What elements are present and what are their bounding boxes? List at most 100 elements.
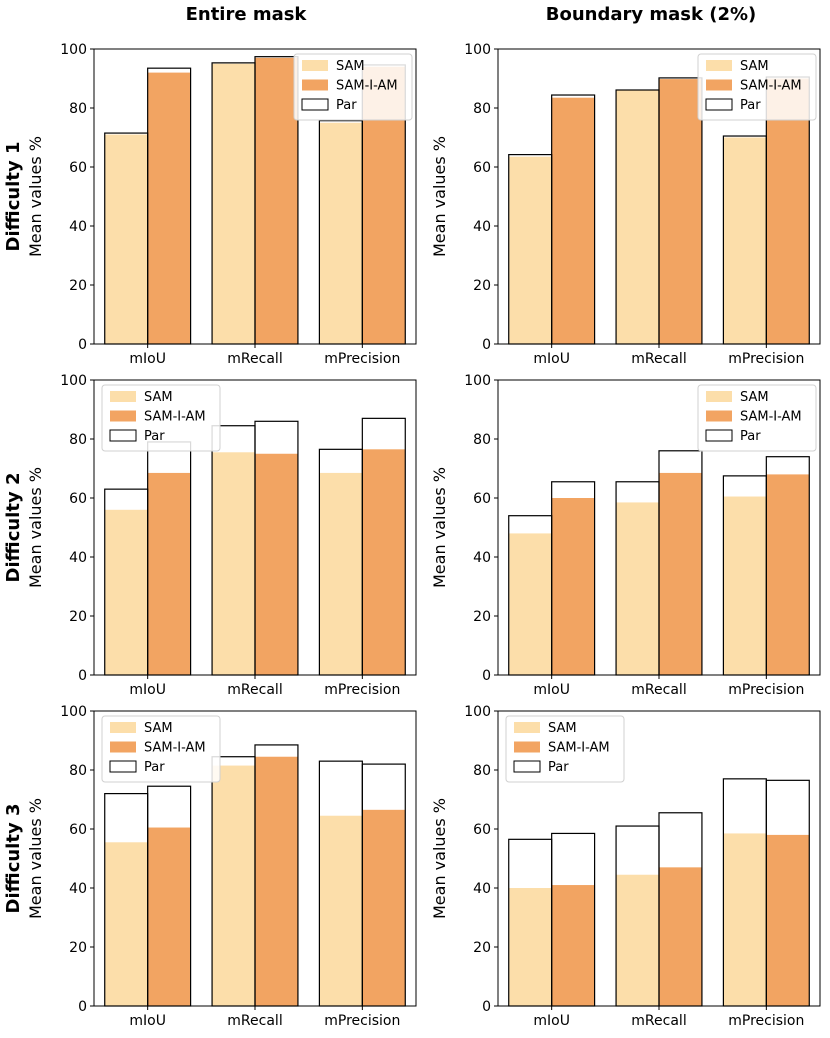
bar-sam-mrecall [616,502,659,675]
x-tick-label-mrecall: mRecall [227,682,282,698]
legend-label-par: Par [336,98,357,113]
y-tick-label: 0 [482,337,491,353]
legend-label-par: Par [740,98,761,113]
legend: SAM SAM-I-AM Par [293,53,413,121]
y-tick-label: 80 [69,432,87,448]
x-tick-label-miou: mIoU [129,1013,166,1029]
bar-sam-i-am-mrecall [255,756,298,1006]
y-tick-label: 80 [473,763,491,779]
y-axis-label: Mean values % [430,467,449,588]
row-label-difficulty-3: Difficulty 3 [3,804,24,914]
y-axis-label: Mean values % [26,136,45,257]
bar-sam-miou [104,842,148,1006]
row-label-difficulty-2: Difficulty 2 [3,473,24,583]
legend-swatch-sam-i-am [110,410,136,422]
bar-sam-i-am-miou [551,885,595,1006]
axes-frame [93,48,417,345]
bar-sam-mprecision [723,137,767,344]
y-tick-label: 60 [69,491,87,507]
legend-swatch-par [705,429,733,442]
legend-label-sam: SAM [336,59,365,74]
legend-label-sam-i-am: SAM-I-AM [144,741,206,756]
legend-swatch-sam [706,60,732,71]
y-tick-label: 60 [473,160,491,176]
column-title-entire-mask: Entire mask [186,4,308,25]
y-tick-label: 100 [60,373,87,389]
axes-frame [497,48,821,345]
legend-swatch-par [109,429,137,442]
x-tick-label-mprecision: mPrecision [324,351,400,367]
legend: SAM SAM-I-AM Par [101,384,221,452]
bar-sam-i-am-miou [147,472,191,675]
legend-label-sam: SAM [144,390,173,405]
y-tick-label: 60 [69,822,87,838]
legend-swatch-sam [302,60,328,71]
bar-sam-i-am-miou [147,72,191,344]
legend: SAM SAM-I-AM Par [101,715,221,783]
legend: SAM SAM-I-AM Par [505,715,625,783]
legend-label-sam: SAM [740,390,769,405]
bar-sam-mprecision [319,472,363,675]
legend-label-sam-i-am: SAM-I-AM [740,79,802,94]
y-tick-label: 80 [473,432,491,448]
y-axis-label: Mean values % [26,467,45,588]
y-tick-label: 0 [482,999,491,1015]
panel-difficulty-3-boundary-mask-2: mIoU mRecall mPrecision 0 20 40 60 80 100 Mean va… [430,704,821,1029]
legend-swatch-par [705,98,733,111]
legend: SAM SAM-I-AM Par [697,384,817,452]
bar-sam-miou [104,134,148,344]
legend: SAM SAM-I-AM Par [697,53,817,121]
panel-difficulty-2-entire-mask: mIoU mRecall mPrecision 0 20 40 60 80 100 Mean va… [3,373,417,698]
y-tick-label: 20 [473,609,491,625]
legend-label-par: Par [144,429,165,444]
bar-sam-mprecision [319,815,363,1006]
legend-label-par: Par [144,760,165,775]
legend-swatch-par [109,760,137,773]
legend-swatch-sam [110,391,136,402]
y-tick-label: 100 [60,704,87,720]
bar-sam-mprecision [723,833,767,1006]
row-label-difficulty-1: Difficulty 1 [3,142,24,252]
axes-frame [497,379,821,676]
y-tick-label: 20 [69,278,87,294]
x-tick-label-miou: mIoU [129,682,166,698]
x-tick-label-mrecall: mRecall [631,1013,686,1029]
y-tick-label: 20 [473,940,491,956]
axes-frame [497,710,821,1007]
bar-sam-miou [508,533,552,675]
x-tick-label-mprecision: mPrecision [728,351,804,367]
y-tick-label: 80 [473,101,491,117]
bar-sam-i-am-mrecall [255,453,298,675]
axes-frame [93,710,417,1007]
y-tick-label: 0 [482,668,491,684]
axes-frame [93,379,417,676]
x-tick-label-mprecision: mPrecision [728,682,804,698]
panel-difficulty-2-boundary-mask-2: mIoU mRecall mPrecision 0 20 40 60 80 100 Mean va… [430,373,821,698]
x-tick-label-mprecision: mPrecision [728,1013,804,1029]
bar-sam-i-am-mprecision [766,78,810,344]
bar-sam-miou [508,888,552,1006]
legend-swatch-par [301,98,329,111]
bar-sam-i-am-mprecision [362,809,406,1006]
bar-sam-i-am-mprecision [766,474,810,675]
legend-label-sam-i-am: SAM-I-AM [336,79,398,94]
legend-swatch-sam-i-am [514,741,540,753]
legend-label-sam-i-am: SAM-I-AM [548,741,610,756]
x-tick-label-mrecall: mRecall [631,682,686,698]
bar-sam-i-am-mrecall [659,472,702,675]
bar-sam-miou [508,156,552,344]
x-tick-label-mprecision: mPrecision [324,682,400,698]
y-tick-label: 60 [473,491,491,507]
y-tick-label: 40 [473,550,491,566]
y-tick-label: 0 [78,999,87,1015]
legend-label-par: Par [548,760,569,775]
legend-swatch-sam-i-am [706,79,732,91]
bar-sam-mprecision [723,496,767,675]
bar-sam-i-am-mrecall [659,79,702,344]
x-tick-label-miou: mIoU [533,682,570,698]
x-tick-label-miou: mIoU [129,351,166,367]
legend-label-sam-i-am: SAM-I-AM [740,410,802,425]
bar-sam-i-am-miou [551,498,595,675]
y-tick-label: 80 [69,101,87,117]
y-tick-label: 40 [473,881,491,897]
